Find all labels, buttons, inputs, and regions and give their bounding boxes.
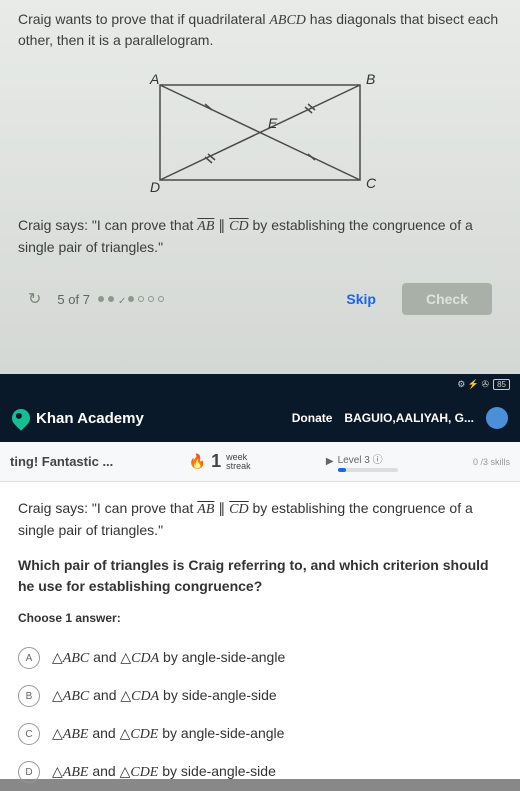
parallel-symbol: ∥ xyxy=(214,217,229,233)
craig-statement-top: Craig says: "I can prove that AB ∥ CD by… xyxy=(18,215,502,258)
streak-labels: week streak xyxy=(226,453,251,471)
radio-b[interactable]: B xyxy=(18,685,40,707)
dot-empty xyxy=(158,296,164,302)
dot xyxy=(98,296,104,302)
parallel-2: ∥ xyxy=(214,500,229,516)
streak-display: 🔥 1 week streak xyxy=(189,451,251,472)
sub-header: ting! Fantastic ... 🔥 1 week streak ▶ Le… xyxy=(0,442,520,482)
battery-level: 85 xyxy=(493,379,510,390)
answers-list: A △ABC and △CDA by angle-side-angle B △ABC … xyxy=(18,639,502,791)
main-question: Which pair of triangles is Craig referri… xyxy=(18,555,502,597)
streak-label-2: streak xyxy=(226,462,251,471)
answer-option-b[interactable]: B △ABC and △CDA by side-angle-side xyxy=(18,677,502,715)
diagram-svg: A B C D E xyxy=(140,70,380,200)
answer-option-d[interactable]: D △ABE and △CDE by side-angle-side xyxy=(18,753,502,791)
radio-a[interactable]: A xyxy=(18,647,40,669)
progress-dots: ✓ xyxy=(98,296,164,302)
answer-option-c[interactable]: C △ABE and △CDE by angle-side-angle xyxy=(18,715,502,753)
parallelogram-diagram: A B C D E xyxy=(140,70,380,190)
skills-count: 0 /3 skills xyxy=(473,457,510,467)
greeting-text: ting! Fantastic ... xyxy=(10,454,113,469)
check-button[interactable]: Check xyxy=(402,283,492,315)
svg-text:C: C xyxy=(366,175,377,191)
segment-ab: AB xyxy=(197,219,214,234)
dot xyxy=(128,296,134,302)
donate-link[interactable]: Donate xyxy=(292,411,333,425)
level-info: Level 3 ⓘ xyxy=(338,451,398,472)
action-buttons: Skip Check xyxy=(330,283,492,315)
ka-logo[interactable]: Khan Academy xyxy=(12,409,144,427)
svg-text:E: E xyxy=(268,115,278,131)
skip-button[interactable]: Skip xyxy=(330,283,392,315)
controls-bar: ↻ 5 of 7 ✓ Skip Check xyxy=(18,283,502,315)
craig-prefix-2: Craig says: "I can prove that xyxy=(18,500,197,516)
header-right: Donate BAGUIO,AALIYAH, G... xyxy=(292,407,508,429)
level-progress-fill xyxy=(338,468,346,472)
khan-academy-header: Khan Academy Donate BAGUIO,AALIYAH, G... xyxy=(0,394,520,442)
segment-cd-2: CD xyxy=(229,502,248,517)
avatar[interactable] xyxy=(486,407,508,429)
refresh-icon[interactable]: ↻ xyxy=(28,289,41,309)
radio-c[interactable]: C xyxy=(18,723,40,745)
brand-text: Khan Academy xyxy=(36,410,144,427)
problem-panel: Craig wants to prove that if quadrilater… xyxy=(0,0,520,374)
progress-indicator: ↻ 5 of 7 ✓ xyxy=(28,289,164,309)
segment-cd: CD xyxy=(229,219,248,234)
craig-statement-bottom: Craig says: "I can prove that AB ∥ CD by… xyxy=(18,498,502,541)
answer-text: △ABE and △CDE by angle-side-angle xyxy=(52,725,284,743)
status-icons: ⚙ ⚡ ✇ xyxy=(457,379,489,390)
answer-text: △ABC and △CDA by angle-side-angle xyxy=(52,649,285,667)
svg-text:A: A xyxy=(149,71,159,87)
dot-check: ✓ xyxy=(118,296,124,302)
level-text: Level 3 ⓘ xyxy=(338,451,398,466)
user-name[interactable]: BAGUIO,AALIYAH, G... xyxy=(344,411,474,425)
dot-empty xyxy=(148,296,154,302)
question-panel: Craig says: "I can prove that AB ∥ CD by… xyxy=(0,482,520,779)
svg-text:B: B xyxy=(366,71,375,87)
svg-text:D: D xyxy=(150,179,160,195)
flame-icon: 🔥 xyxy=(189,453,206,470)
answer-text: △ABC and △CDA by side-angle-side xyxy=(52,687,277,705)
device-status-bar: ⚙ ⚡ ✇ 85 xyxy=(0,374,520,394)
craig-prefix: Craig says: "I can prove that xyxy=(18,217,197,233)
play-icon: ▶ xyxy=(326,456,334,467)
progress-text: 5 of 7 xyxy=(57,292,90,307)
segment-ab-2: AB xyxy=(197,502,214,517)
streak-number: 1 xyxy=(211,451,221,472)
leaf-icon xyxy=(8,405,33,430)
choose-label: Choose 1 answer: xyxy=(18,611,502,625)
problem-statement: Craig wants to prove that if quadrilater… xyxy=(18,10,502,50)
answer-option-a[interactable]: A △ABC and △CDA by angle-side-angle xyxy=(18,639,502,677)
level-progress-bar xyxy=(338,468,398,472)
dot xyxy=(108,296,114,302)
level-display: ▶ Level 3 ⓘ xyxy=(326,451,398,472)
dot-empty xyxy=(138,296,144,302)
radio-d[interactable]: D xyxy=(18,761,40,783)
answer-text: △ABE and △CDE by side-angle-side xyxy=(52,763,276,781)
